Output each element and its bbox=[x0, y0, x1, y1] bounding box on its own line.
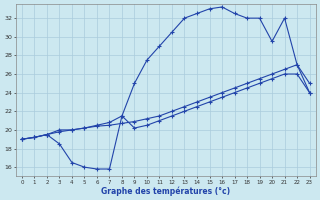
X-axis label: Graphe des températures (°c): Graphe des températures (°c) bbox=[101, 186, 230, 196]
